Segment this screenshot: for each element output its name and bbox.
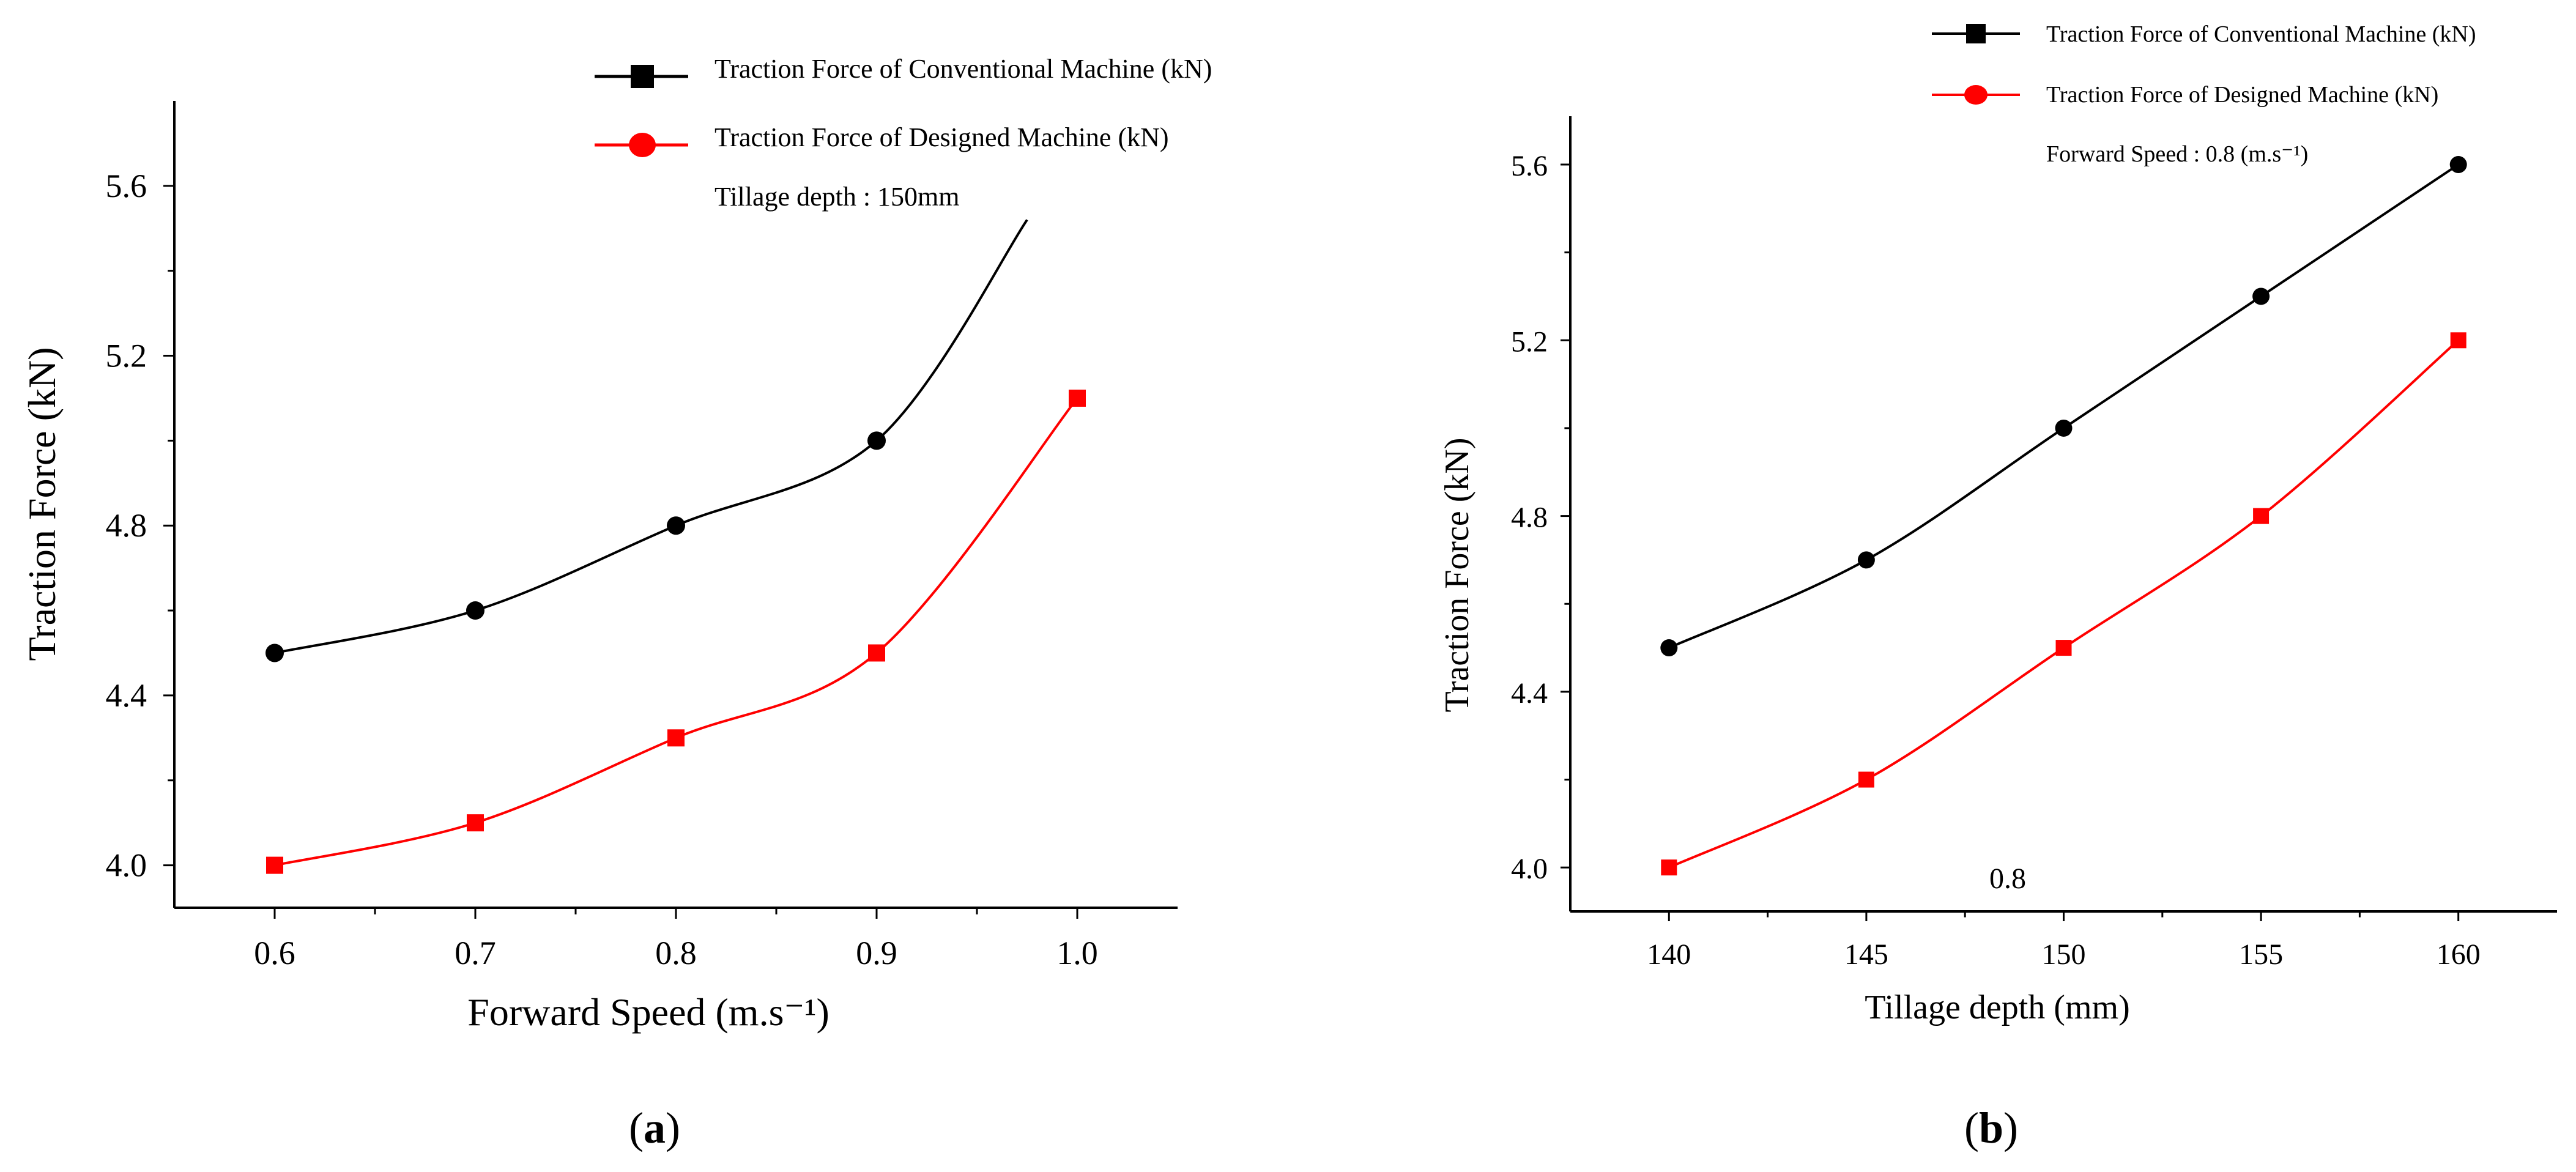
series-line-conventional <box>1668 163 2459 649</box>
x-tick-label: 0.9 <box>856 935 897 971</box>
legend-b-marker-conventional <box>1966 24 1986 43</box>
legend-b-marker-designed <box>1964 85 1988 105</box>
x-tick-label: 145 <box>1844 938 1888 971</box>
chart-a-annotation: Tillage depth : 150mm <box>715 182 960 212</box>
data-point-designed <box>2055 640 2072 656</box>
x-tick-label: 160 <box>2437 938 2481 971</box>
data-point-conventional <box>867 431 886 450</box>
panel-label-a: (a) <box>629 1103 680 1152</box>
x-tick-label: 150 <box>2042 938 2086 971</box>
data-point-conventional <box>2055 419 2073 437</box>
y-tick-label: 4.4 <box>106 677 147 714</box>
data-point-conventional <box>466 601 484 620</box>
legend-b-label-designed: Traction Force of Designed Machine (kN) <box>2046 82 2438 108</box>
chart-a-ylabel: Traction Force (kN) <box>20 347 64 661</box>
y-tick-label: 4.0 <box>106 847 147 884</box>
data-point-conventional <box>667 516 685 535</box>
chart-b-annotation: Forward Speed : 0.8 (m.s⁻¹) <box>2046 141 2308 167</box>
data-point-designed <box>2450 332 2467 349</box>
data-point-designed <box>868 644 885 662</box>
data-point-conventional <box>2252 287 2270 305</box>
panel-label-b-letter: b <box>1979 1103 2003 1152</box>
legend-a-marker-designed <box>629 133 656 157</box>
chart-b-ticks: 140 145 150 155 160 4.0 4.4 4.8 5.2 5.6 <box>1511 150 2481 971</box>
x-tick-label: 0.6 <box>254 935 295 971</box>
chart-a-xlabel: Forward Speed (m.s⁻¹) <box>467 990 830 1034</box>
x-tick-label: 0.8 <box>655 935 697 971</box>
chart-a-legend: Traction Force of Conventional Machine (… <box>595 54 1212 212</box>
data-point-designed <box>1661 859 1677 876</box>
chart-b-ylabel: Traction Force (kN) <box>1438 438 1476 713</box>
x-tick-label: 140 <box>1647 938 1691 971</box>
y-tick-label: 4.8 <box>1511 502 1548 534</box>
legend-a-label-designed: Traction Force of Designed Machine (kN) <box>715 122 1169 152</box>
y-tick-label: 5.2 <box>106 338 147 374</box>
chart-b-points <box>1660 156 2467 876</box>
panel-label-b: (b) <box>1964 1103 2018 1152</box>
data-point-conventional <box>1660 639 1678 657</box>
y-tick-label: 5.6 <box>106 168 147 204</box>
data-point-conventional <box>1857 551 1875 569</box>
chart-a-ticks: 0.6 0.7 0.8 0.9 1.0 4.0 4.4 4.8 5.2 5.6 <box>106 168 1098 971</box>
data-point-conventional <box>265 643 284 662</box>
legend-b-label-conventional: Traction Force of Conventional Machine (… <box>2046 21 2476 47</box>
y-tick-label: 4.8 <box>106 507 147 544</box>
chart-b-legend: Traction Force of Conventional Machine (… <box>1932 21 2476 167</box>
chart-panel-a: 0.6 0.7 0.8 0.9 1.0 4.0 4.4 4.8 5.2 5.6 Traction … <box>20 54 1212 1152</box>
data-point-designed <box>667 729 685 747</box>
series-line-designed <box>1668 339 2460 869</box>
series-line-designed <box>274 397 1078 867</box>
y-tick-label: 5.2 <box>1511 325 1548 358</box>
series-line-conventional <box>274 219 1028 655</box>
x-tick-label: 0.7 <box>455 935 496 971</box>
data-point-designed <box>467 814 484 832</box>
chart-b-stray-label: 0.8 <box>1989 862 2026 895</box>
data-point-designed <box>1858 771 1874 788</box>
chart-a-series <box>274 219 1078 867</box>
chart-b-series <box>1668 163 2460 869</box>
x-tick-label: 1.0 <box>1056 935 1098 971</box>
panel-label-a-letter: a <box>644 1103 666 1152</box>
chart-b-xlabel: Tillage depth (mm) <box>1865 988 2129 1026</box>
data-point-designed <box>2253 508 2270 524</box>
chart-a-points <box>265 389 1086 874</box>
data-point-designed <box>1069 389 1086 407</box>
legend-a-label-conventional: Traction Force of Conventional Machine (… <box>715 54 1212 84</box>
x-tick-label: 155 <box>2239 938 2283 971</box>
chart-panel-b: 140 145 150 155 160 4.0 4.4 4.8 5.2 5.6 Traction … <box>1438 21 2557 1152</box>
y-tick-label: 4.0 <box>1511 853 1548 885</box>
data-point-conventional <box>2449 156 2467 174</box>
y-tick-label: 4.4 <box>1511 677 1548 710</box>
data-point-designed <box>266 856 283 874</box>
y-tick-label: 5.6 <box>1511 150 1548 182</box>
legend-a-marker-conventional <box>631 65 654 88</box>
